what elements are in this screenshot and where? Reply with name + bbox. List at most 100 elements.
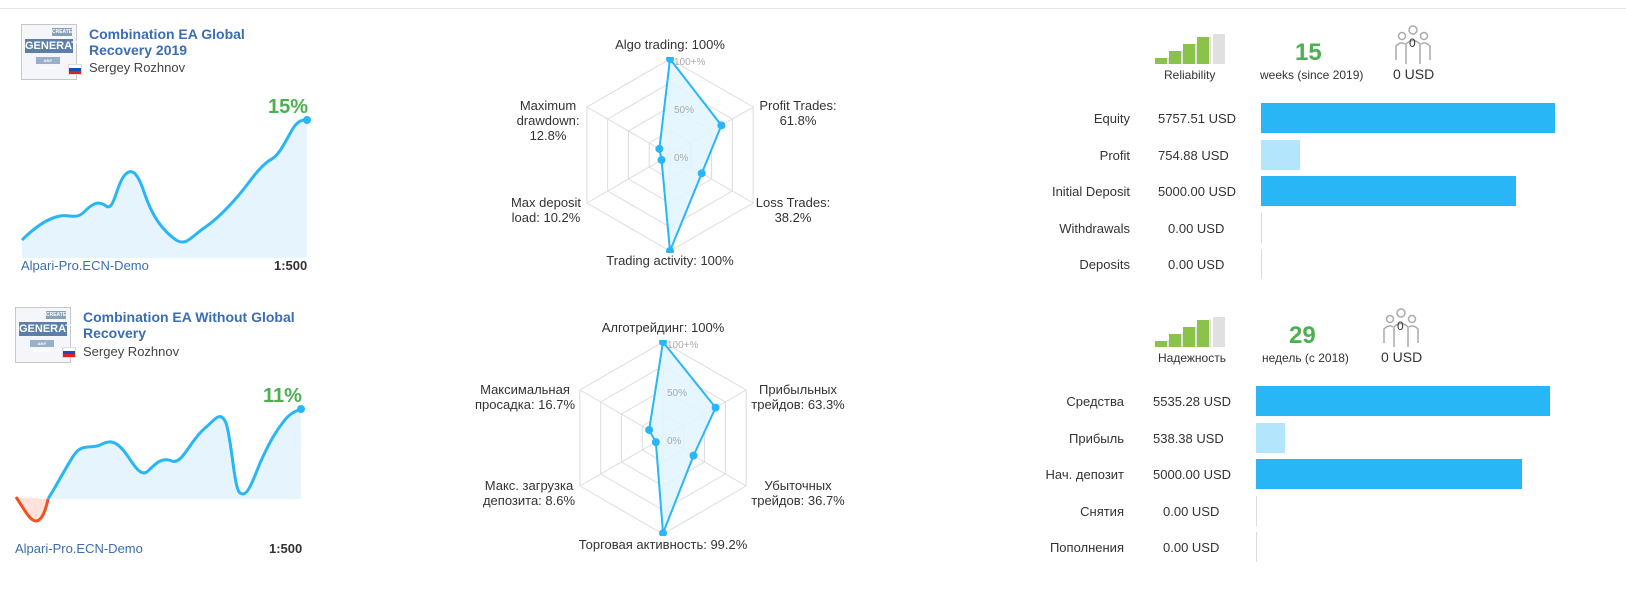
withdrawals-value: 0.00 USD xyxy=(1163,504,1220,519)
server-link[interactable]: Alpari-Pro.ECN-Demo xyxy=(15,541,143,556)
logo-symbol-text: ANY SYMBOL xyxy=(36,57,60,70)
logo-symbol-text: ANY SYMBOL xyxy=(30,340,54,353)
radar-tick-label: 50% xyxy=(667,388,687,399)
server-link[interactable]: Alpari-Pro.ECN-Demo xyxy=(21,258,149,273)
radar-series-area xyxy=(658,57,723,252)
deposits-value: 0.00 USD xyxy=(1168,257,1225,272)
withdrawals-label: Снятия xyxy=(1080,504,1124,519)
subscribers-usd: 0 USD xyxy=(1381,349,1423,365)
signal-logo[interactable]: CREATE MODE GENERATOR ANY SYMBOL xyxy=(15,307,89,363)
leverage-value: 1:500 xyxy=(269,541,303,556)
radar-point-activity xyxy=(666,247,674,253)
reliability-label: Reliability xyxy=(1164,68,1216,82)
radar-tick-label: 100+% xyxy=(667,340,699,351)
radar-point-load xyxy=(651,438,660,447)
signal-title[interactable]: Combination EA Global Recovery 2019 xyxy=(89,26,245,58)
radar-point-activity xyxy=(659,529,667,536)
radar-point-loss xyxy=(689,451,698,460)
deposits-label: Deposits xyxy=(1079,257,1130,272)
author-name[interactable]: Sergey Rozhnov xyxy=(83,344,180,359)
withdrawals-bar xyxy=(1261,213,1262,243)
radar-chart: 100+% 50% 0% xyxy=(586,57,754,253)
radar-label-loss-trades: Убыточных трейдов: 36.7% xyxy=(751,478,845,508)
radar-label-deposit-load: Макс. загрузка депозита: 8.6% xyxy=(482,478,576,508)
logo-main-text: GENERATOR xyxy=(25,39,95,53)
radar-tick-label: 100+% xyxy=(674,57,706,68)
initial-deposit-label: Нач. депозит xyxy=(1045,467,1124,482)
radar-label-trading-activity: Торговая активность: 99.2% xyxy=(578,537,748,552)
profit-label: Прибыль xyxy=(1069,431,1124,446)
radar-label-profit-trades: Прибыльных трейдов: 63.3% xyxy=(751,382,845,412)
radar-point-loss xyxy=(697,169,706,178)
reliability-bars-icon xyxy=(1155,34,1225,64)
radar-label-drawdown: Maximum drawdown: 12.8% xyxy=(516,98,580,143)
deposits-value: 0.00 USD xyxy=(1163,540,1220,555)
signal-title[interactable]: Combination EA Without Global Recovery xyxy=(83,309,295,341)
radar-label-profit-trades: Profit Trades: 61.8% xyxy=(759,98,837,128)
initial-deposit-label: Initial Deposit xyxy=(1051,184,1130,199)
weeks-label: недель (с 2018) xyxy=(1262,351,1349,365)
withdrawals-label: Withdrawals xyxy=(1059,221,1130,236)
radar-label-trading-activity: Trading activity: 100% xyxy=(606,253,734,268)
radar-tick-label: 0% xyxy=(667,436,682,447)
radar-point-drawdown xyxy=(645,425,654,434)
radar-point-profit xyxy=(711,403,720,412)
author-name[interactable]: Sergey Rozhnov xyxy=(89,60,186,75)
equity-value: 5757.51 USD xyxy=(1158,111,1237,126)
equity-bar xyxy=(1256,386,1550,416)
radar-point-algo xyxy=(659,340,667,346)
signal-card-1: CREATE MODE GENERATOR ANY SYMBOL Combina… xyxy=(0,8,1626,298)
logo-main-text: GENERATOR xyxy=(19,322,89,336)
radar-label-algo-trading: Алготрейдинг: 100% xyxy=(601,320,725,335)
radar-axis xyxy=(579,437,664,487)
equity-value: 5535.28 USD xyxy=(1153,394,1232,409)
radar-chart: 100+% 50% 0% xyxy=(579,340,747,536)
top-divider xyxy=(0,8,1626,9)
radar-tick-label: 50% xyxy=(674,105,694,116)
profit-bar xyxy=(1261,140,1300,170)
growth-percent: 15% xyxy=(268,96,309,118)
initial-deposit-value: 5000.00 USD xyxy=(1158,184,1237,199)
subscribers-count: 0 xyxy=(1397,319,1404,333)
equity-bar xyxy=(1261,103,1555,133)
logo-mode-text: CREATE MODE xyxy=(46,311,67,326)
signal-card-2: CREATE MODE GENERATOR ANY SYMBOL Combina… xyxy=(0,301,1626,591)
withdrawals-bar xyxy=(1256,496,1257,526)
subscribers-usd: 0 USD xyxy=(1393,66,1435,82)
radar-point-profit xyxy=(717,121,726,130)
leverage-value: 1:500 xyxy=(274,258,308,273)
russia-flag-icon xyxy=(68,64,82,75)
deposits-bar xyxy=(1256,532,1257,562)
logo-mode-text: CREATE MODE xyxy=(52,28,73,43)
weeks-count: 29 xyxy=(1289,322,1316,349)
subscribers-icon: 0 xyxy=(1382,307,1420,349)
deposits-bar xyxy=(1261,249,1262,279)
profit-label: Profit xyxy=(1099,148,1130,163)
subscribers-count: 0 xyxy=(1409,36,1416,50)
signal-logo[interactable]: CREATE MODE GENERATOR ANY SYMBOL xyxy=(21,24,95,80)
radar-label-drawdown: Максимальная просадка: 16.7% xyxy=(474,382,576,412)
equity-label: Equity xyxy=(1093,111,1130,126)
weeks-count: 15 xyxy=(1295,39,1322,66)
initial-deposit-bar xyxy=(1256,459,1522,489)
growth-sparkline xyxy=(14,405,305,523)
deposits-label: Пополнения xyxy=(1049,540,1124,555)
radar-label-loss-trades: Loss Trades: 38.2% xyxy=(755,195,831,225)
russia-flag-icon xyxy=(62,347,76,358)
growth-percent: 11% xyxy=(263,385,302,407)
weeks-label: weeks (since 2019) xyxy=(1260,68,1364,82)
reliability-label: Надежность xyxy=(1158,351,1226,365)
initial-deposit-value: 5000.00 USD xyxy=(1153,467,1232,482)
subscribers-icon: 0 xyxy=(1394,24,1432,66)
initial-deposit-bar xyxy=(1261,176,1516,206)
profit-value: 538.38 USD xyxy=(1153,431,1224,446)
radar-axis xyxy=(586,154,671,204)
radar-label-algo-trading: Algo trading: 100% xyxy=(615,37,725,52)
radar-point-drawdown xyxy=(655,144,664,153)
profit-bar xyxy=(1256,423,1285,453)
growth-sparkline xyxy=(20,116,311,258)
equity-label: Средства xyxy=(1066,394,1124,409)
profit-value: 754.88 USD xyxy=(1158,148,1229,163)
radar-tick-label: 0% xyxy=(674,153,689,164)
radar-point-load xyxy=(657,155,666,164)
